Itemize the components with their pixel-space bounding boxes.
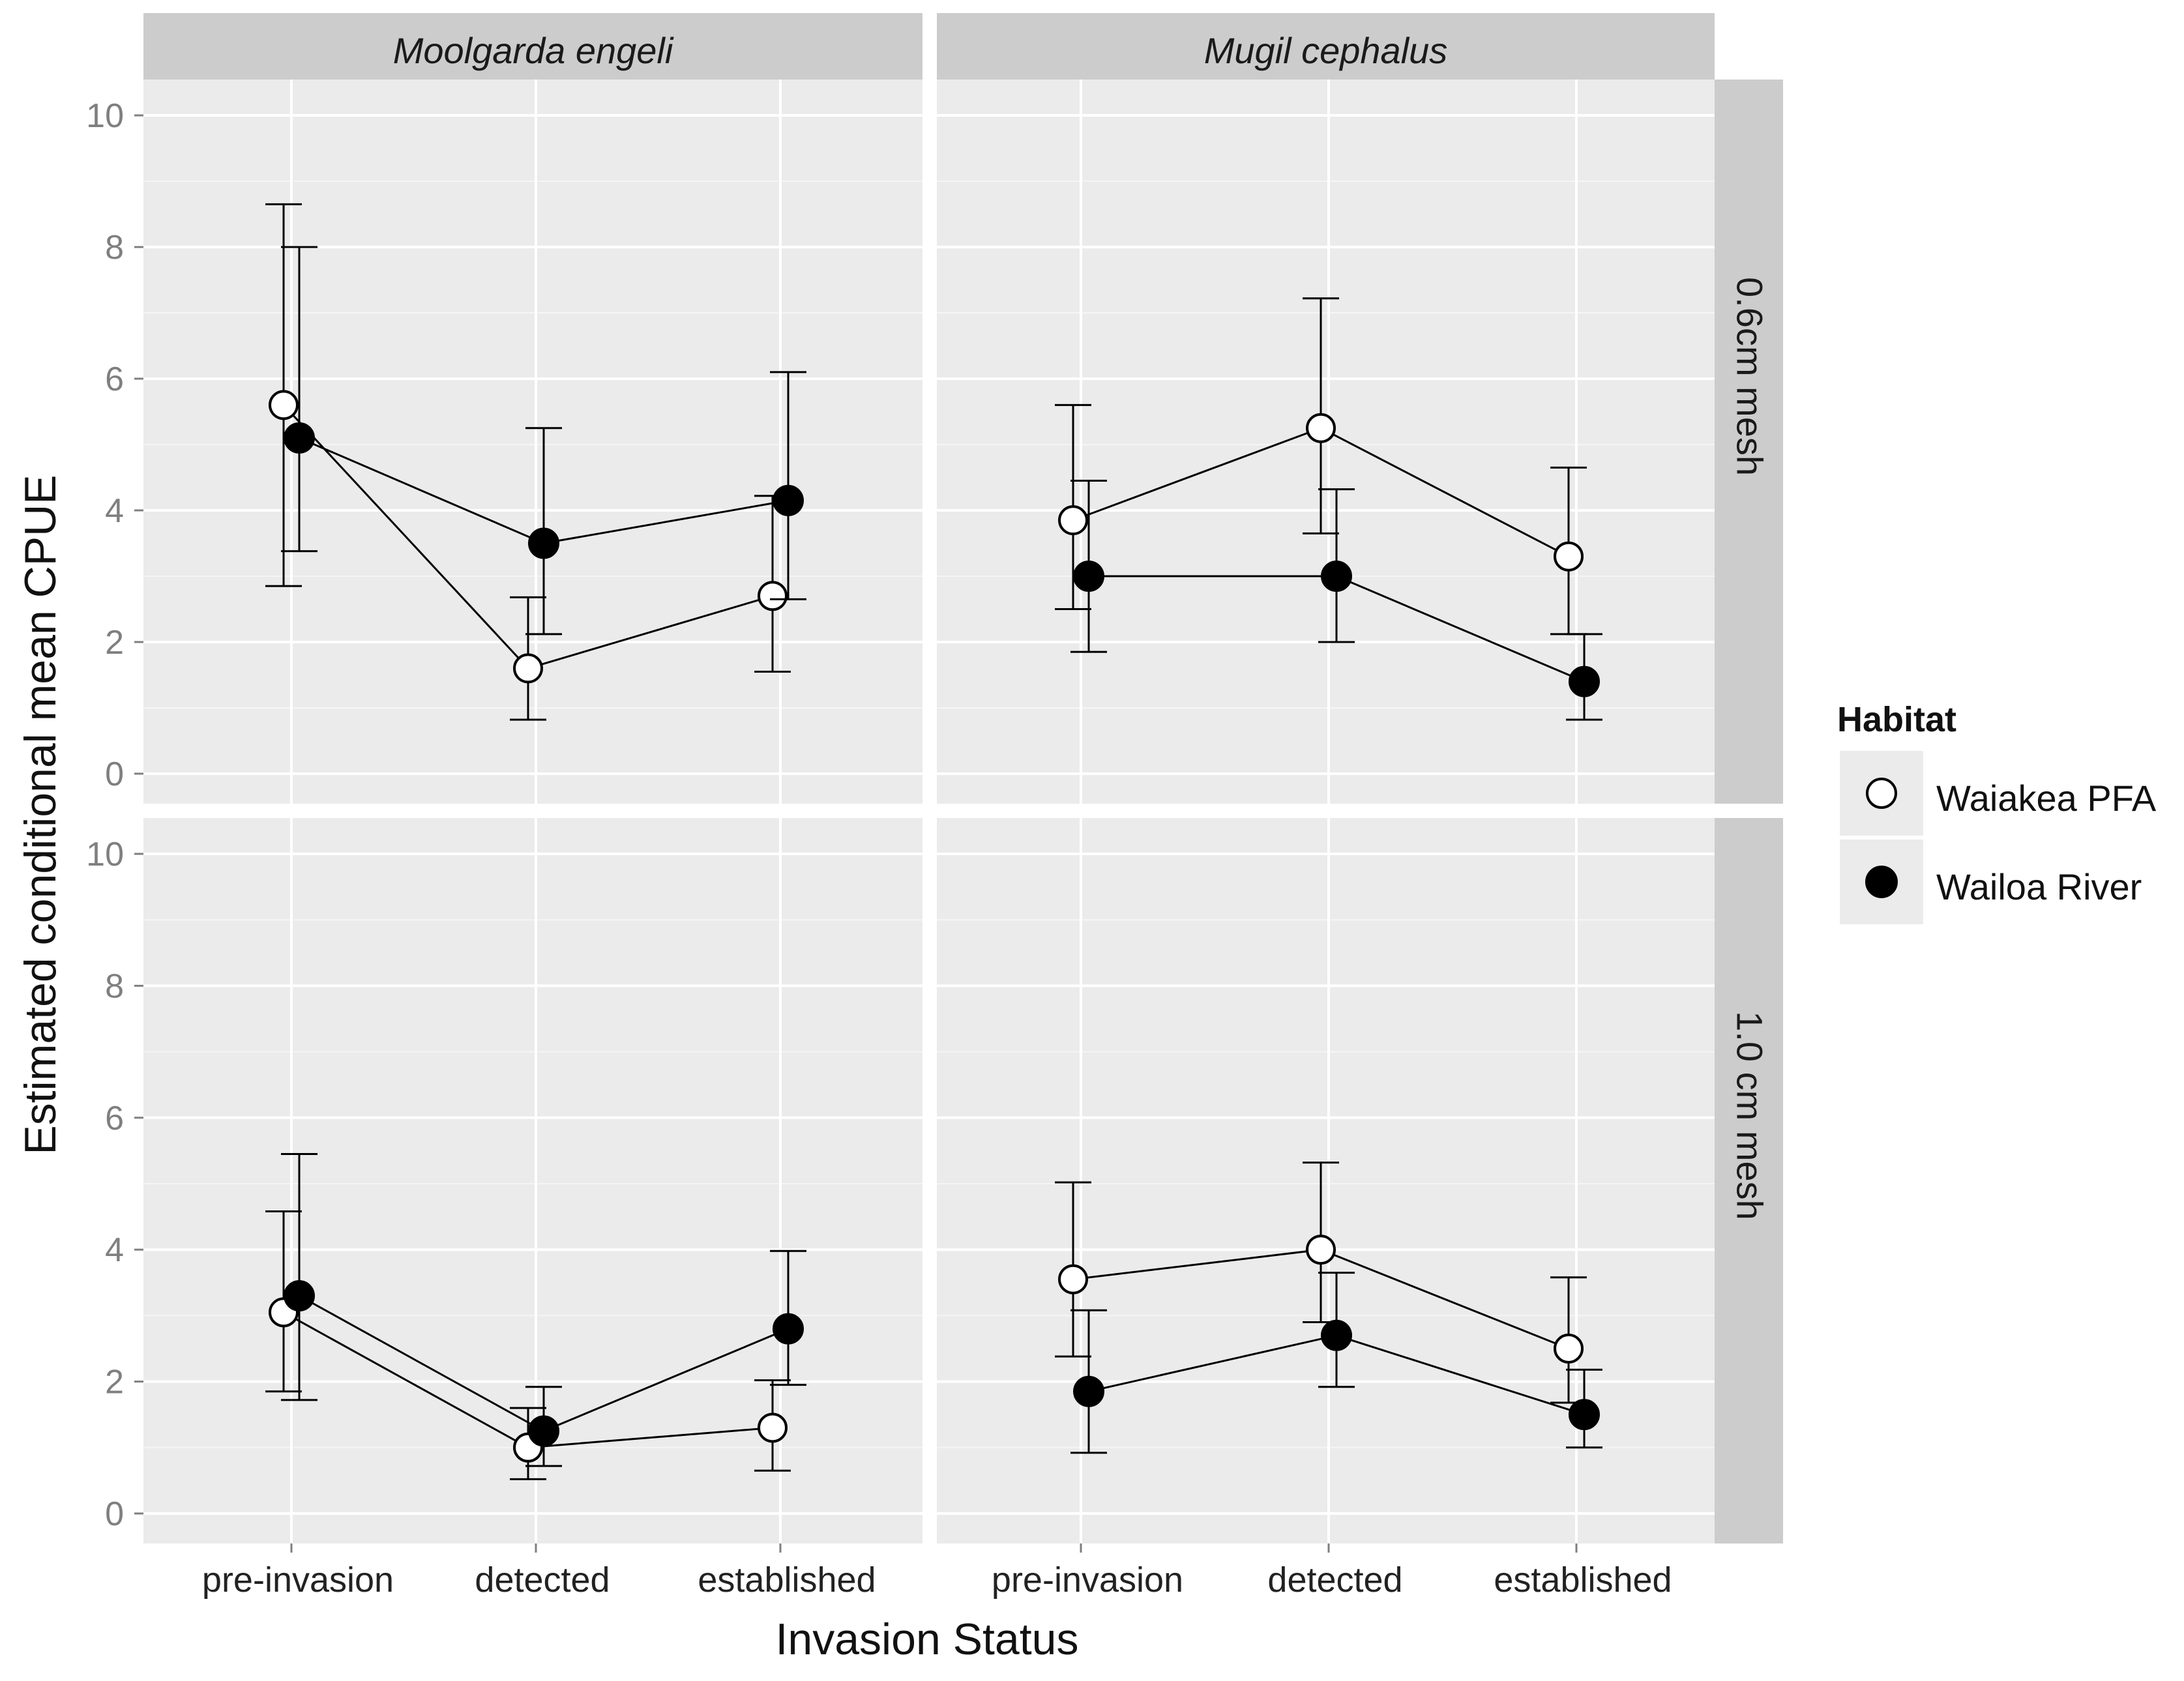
data-point-wailoa <box>1569 1399 1600 1431</box>
data-point-waiakea <box>1554 541 1584 572</box>
column-strip-bg <box>143 13 922 80</box>
x-tick-label: pre-invasion <box>202 1560 394 1600</box>
y-tick-label: 10 <box>86 836 124 873</box>
panel-1-0 <box>937 80 1715 804</box>
y-tick-label: 6 <box>105 360 124 398</box>
data-point-wailoa <box>1073 561 1104 592</box>
column-strip-label: Mugil cephalus <box>1204 30 1448 71</box>
data-point-waiakea <box>1058 1264 1088 1294</box>
x-axis-title: Invasion Status <box>776 1615 1079 1664</box>
data-point-waiakea <box>1306 1235 1336 1265</box>
data-point-waiakea <box>1554 1334 1584 1364</box>
x-tick-label: pre-invasion <box>992 1560 1183 1600</box>
panels-layer <box>143 80 1715 1543</box>
x-tick-label: detected <box>1267 1560 1402 1600</box>
column-strip-label: Moolgarda engeli <box>393 30 674 71</box>
data-point-wailoa <box>773 1313 804 1345</box>
legend-marker-waiakea <box>1866 778 1897 809</box>
data-point-waiakea <box>1058 505 1088 536</box>
panel-1-1 <box>937 818 1715 1543</box>
panel-0-1 <box>143 818 922 1543</box>
y-tick-label: 8 <box>105 229 124 267</box>
data-point-wailoa <box>284 1280 315 1312</box>
panel-background <box>143 80 922 804</box>
y-tick-label: 4 <box>105 1231 124 1269</box>
y-tick-label: 8 <box>105 967 124 1005</box>
axes-layer: 0 2 4 6 8 10 0 2 4 6 8 10 pre-invasion detected establ… <box>86 97 1672 1600</box>
x-tick-label: detected <box>475 1560 610 1600</box>
data-point-waiakea <box>758 581 788 611</box>
data-point-waiakea <box>1306 413 1336 443</box>
error-bar <box>281 246 317 553</box>
y-tick-label: 10 <box>86 97 124 135</box>
data-point-wailoa <box>1073 1375 1104 1407</box>
y-tick-label: 2 <box>105 624 124 662</box>
data-point-waiakea <box>758 1412 788 1443</box>
legend: Habitat Waiakea PFA Wailoa River <box>1837 700 2157 924</box>
data-point-wailoa <box>1321 1319 1352 1351</box>
x-tick-label: established <box>1494 1560 1672 1600</box>
legend-title: Habitat <box>1837 700 1956 739</box>
y-tick-label: 0 <box>105 755 124 793</box>
legend-label-waiakea: Waiakea PFA <box>1936 778 2157 819</box>
data-point-waiakea <box>269 390 299 420</box>
legend-label-wailoa: Wailoa River <box>1936 866 2142 907</box>
data-point-wailoa <box>284 422 315 454</box>
panel-background <box>937 818 1715 1543</box>
x-tick-label: established <box>698 1560 876 1600</box>
row-strip-label: 0.6cm mesh <box>1730 277 1771 476</box>
legend-marker-wailoa <box>1865 866 1898 898</box>
row-strip-bg <box>1715 818 1783 1543</box>
data-point-wailoa <box>528 1415 559 1447</box>
column-strip-bg <box>937 13 1715 80</box>
data-point-wailoa <box>1569 665 1600 697</box>
data-point-wailoa <box>528 527 559 559</box>
panel-0-0 <box>143 80 922 804</box>
data-point-wailoa <box>1321 561 1352 592</box>
y-tick-label: 2 <box>105 1364 124 1401</box>
error-bar <box>281 1152 317 1401</box>
data-point-waiakea <box>513 653 543 684</box>
y-tick-label: 4 <box>105 492 124 530</box>
strips-layer: Moolgarda engeli Mugil cephalus 0.6cm mesh… <box>143 13 1783 1543</box>
y-tick-label: 0 <box>105 1495 124 1533</box>
row-strip-bg <box>1715 80 1783 804</box>
row-strip-label: 1.0 cm mesh <box>1730 1011 1771 1220</box>
y-tick-label: 6 <box>105 1100 124 1137</box>
y-axis-title: Estimated conditional mean CPUE <box>16 475 65 1154</box>
data-point-wailoa <box>773 484 804 516</box>
